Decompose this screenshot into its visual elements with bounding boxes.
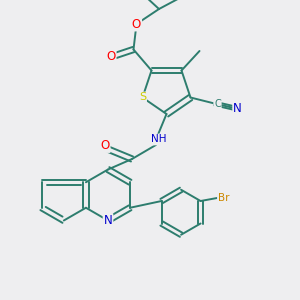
Text: S: S (139, 92, 146, 103)
Text: O: O (106, 50, 116, 64)
Text: O: O (100, 139, 109, 152)
Text: NH: NH (151, 134, 167, 145)
Text: C: C (214, 99, 221, 109)
Text: N: N (233, 101, 242, 115)
Text: O: O (132, 17, 141, 31)
Text: Br: Br (218, 193, 230, 203)
Text: N: N (103, 214, 112, 227)
